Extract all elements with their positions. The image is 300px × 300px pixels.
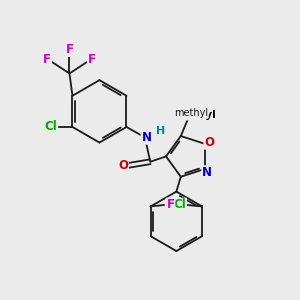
Text: F: F (43, 53, 51, 66)
Text: Cl: Cl (173, 199, 186, 212)
Text: methyl: methyl (175, 110, 216, 120)
Text: N: N (141, 131, 152, 144)
Text: H: H (156, 126, 165, 136)
Text: O: O (204, 136, 214, 149)
Text: F: F (88, 53, 96, 66)
Text: N: N (202, 166, 212, 179)
Text: O: O (118, 159, 128, 172)
Text: F: F (167, 199, 175, 212)
Text: methyl: methyl (174, 108, 208, 118)
Text: F: F (65, 43, 74, 56)
Text: Cl: Cl (45, 121, 57, 134)
